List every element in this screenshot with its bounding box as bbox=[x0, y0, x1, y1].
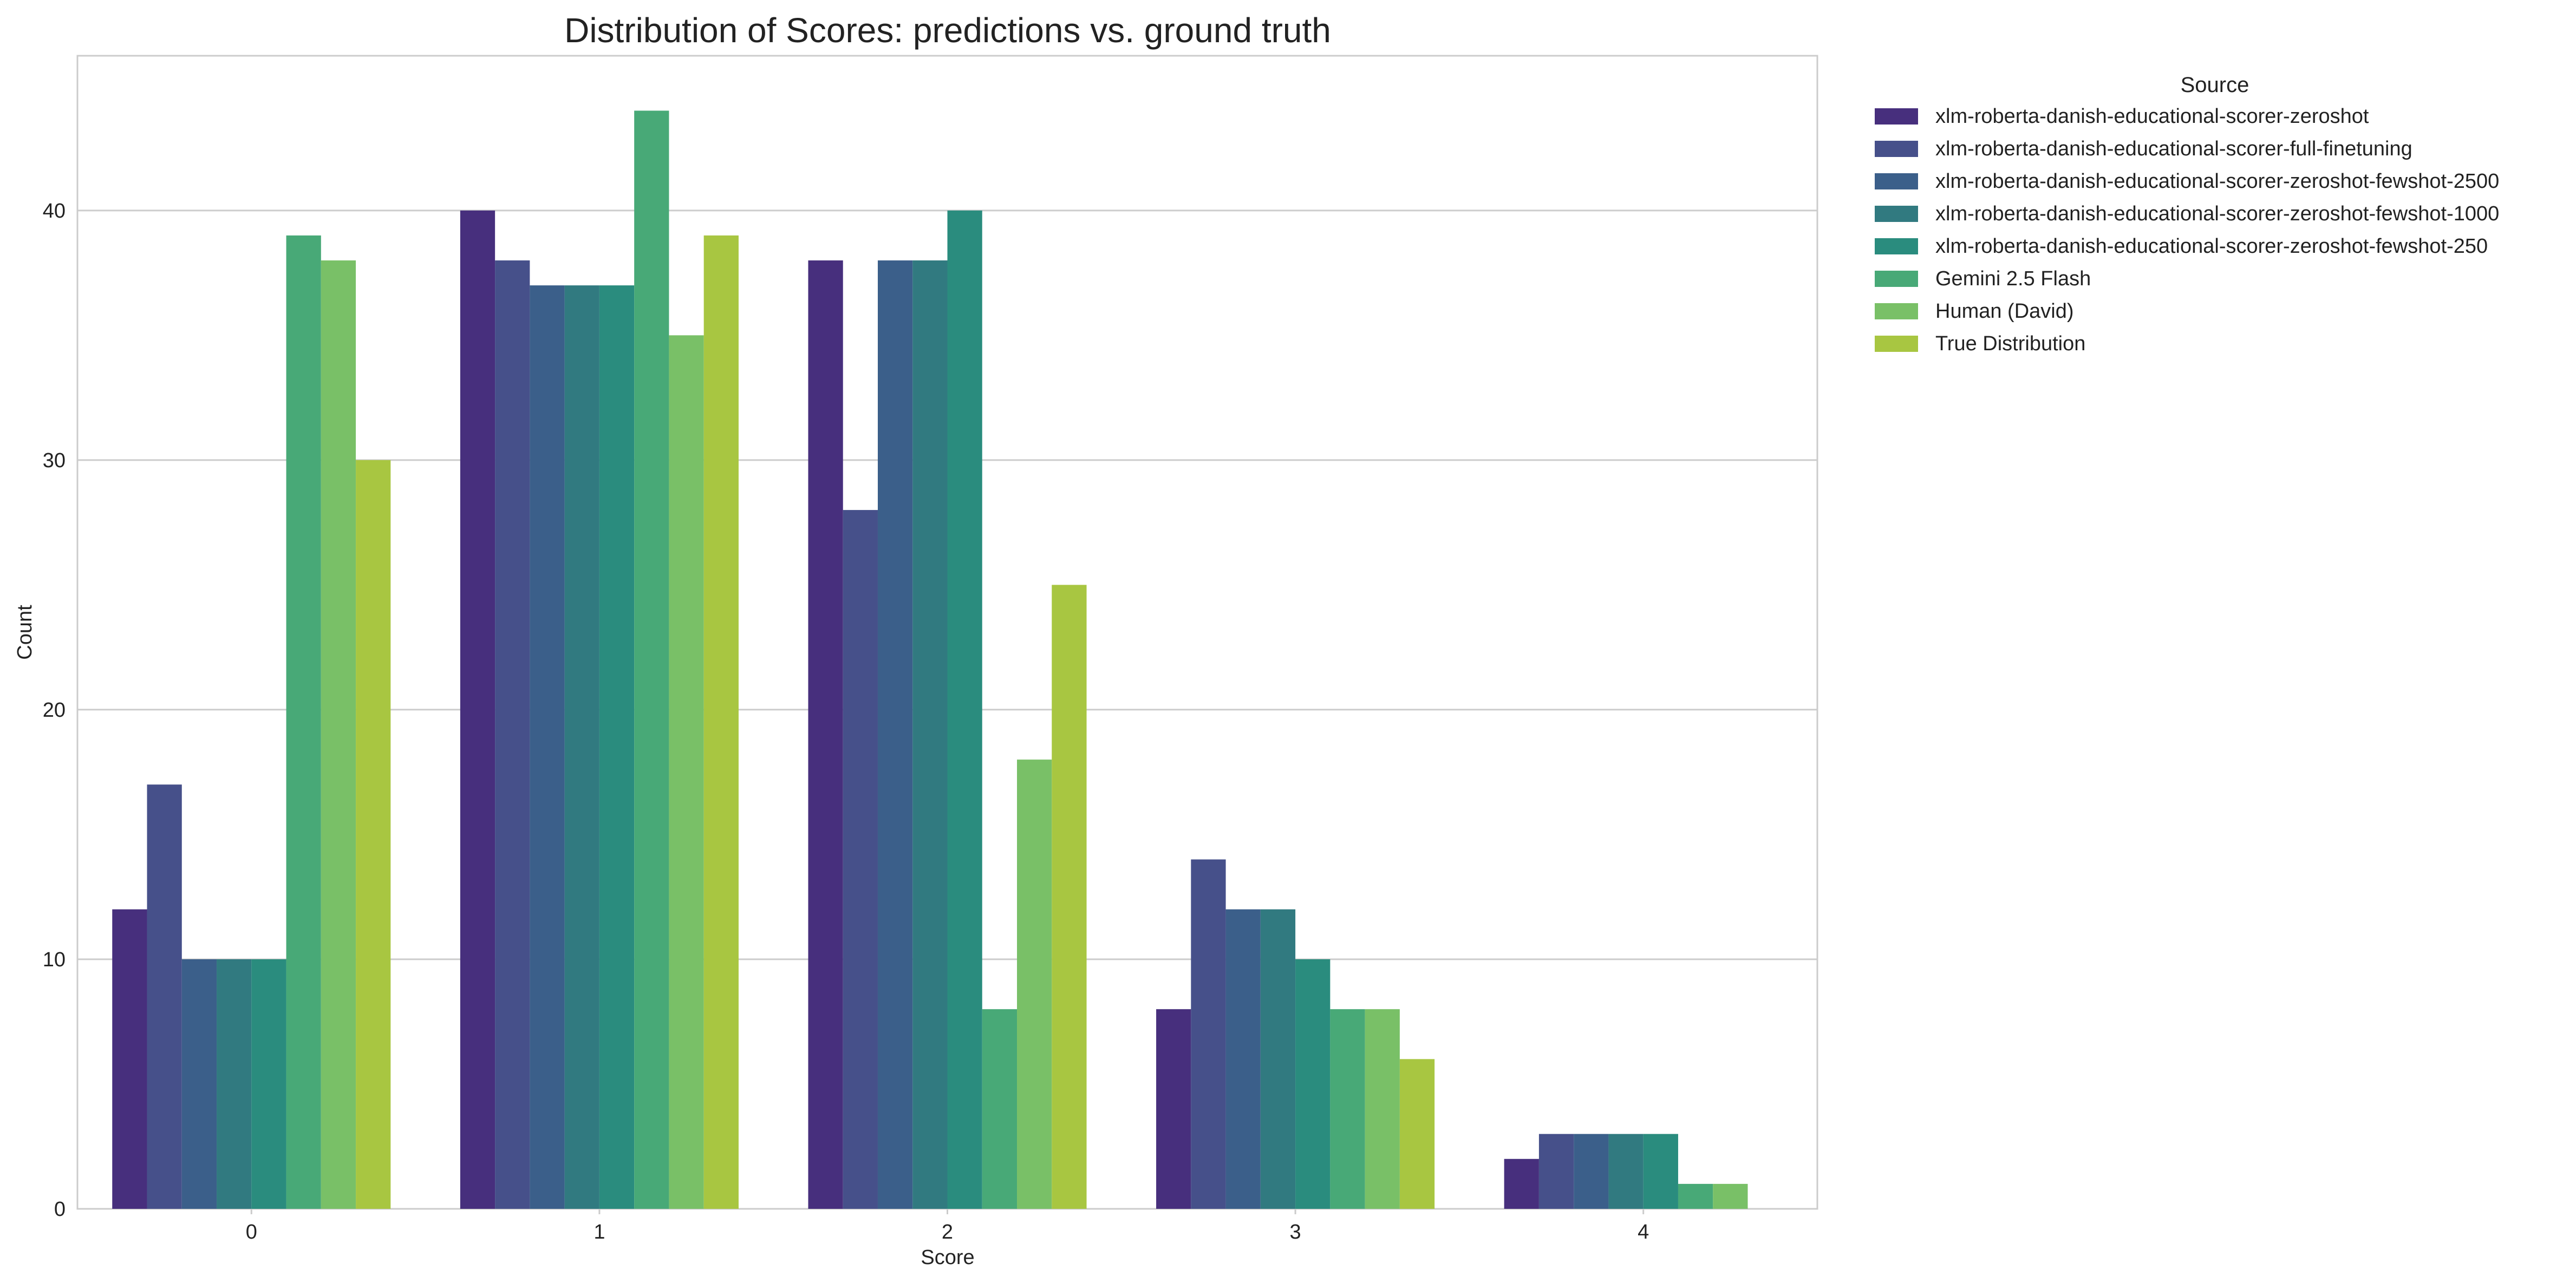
legend-swatch bbox=[1875, 206, 1918, 222]
bar bbox=[1052, 585, 1087, 1209]
bar bbox=[1713, 1183, 1748, 1209]
legend-swatch bbox=[1875, 238, 1918, 254]
bar bbox=[1574, 1134, 1609, 1209]
bar bbox=[112, 909, 147, 1209]
legend-label: xlm-roberta-danish-educational-scorer-ze… bbox=[1935, 202, 2499, 225]
x-tick-label: 1 bbox=[594, 1221, 605, 1243]
legend-label: True Distribution bbox=[1935, 332, 2085, 355]
bar bbox=[669, 335, 704, 1209]
y-tick-label: 40 bbox=[43, 200, 66, 222]
bar bbox=[1260, 909, 1296, 1209]
bar bbox=[181, 959, 217, 1209]
legend: Source xlm-roberta-danish-educational-sc… bbox=[1875, 73, 2499, 355]
bar bbox=[1643, 1134, 1678, 1209]
legend-swatch bbox=[1875, 271, 1918, 287]
y-tick-label: 10 bbox=[43, 948, 66, 971]
legend-swatch bbox=[1875, 303, 1918, 319]
bars bbox=[112, 110, 1748, 1209]
bar bbox=[1225, 909, 1261, 1209]
legend-label: xlm-roberta-danish-educational-scorer-ze… bbox=[1935, 105, 2369, 128]
bar bbox=[1295, 959, 1331, 1209]
bar bbox=[1608, 1134, 1644, 1209]
legend-title: Source bbox=[2181, 73, 2249, 97]
legend-label: Human (David) bbox=[1935, 300, 2074, 323]
chart-title: Distribution of Scores: predictions vs. … bbox=[564, 11, 1331, 50]
bar bbox=[1191, 859, 1226, 1209]
y-axis-label: Count bbox=[14, 605, 36, 660]
x-axis-ticks: 0 1 2 3 4 bbox=[246, 1209, 1649, 1243]
x-tick-label: 4 bbox=[1638, 1221, 1649, 1243]
bar bbox=[321, 260, 356, 1209]
bar bbox=[530, 285, 565, 1209]
x-tick-label: 3 bbox=[1290, 1221, 1301, 1243]
bar bbox=[1678, 1183, 1713, 1209]
bar bbox=[877, 260, 913, 1209]
bar bbox=[1330, 1009, 1365, 1209]
bar bbox=[1156, 1009, 1191, 1209]
legend-label: xlm-roberta-danish-educational-scorer-ze… bbox=[1935, 235, 2488, 258]
legend-swatch bbox=[1875, 141, 1918, 157]
bar bbox=[634, 110, 669, 1209]
legend-label: Gemini 2.5 Flash bbox=[1935, 267, 2091, 290]
bar bbox=[564, 285, 599, 1209]
bar bbox=[1538, 1134, 1574, 1209]
bar bbox=[1365, 1009, 1400, 1209]
legend-swatch bbox=[1875, 336, 1918, 352]
bar bbox=[251, 959, 286, 1209]
bar bbox=[356, 460, 391, 1209]
bar bbox=[947, 210, 982, 1209]
bar bbox=[808, 260, 843, 1209]
bar bbox=[982, 1009, 1018, 1209]
bar bbox=[1504, 1158, 1539, 1209]
y-tick-label: 0 bbox=[54, 1198, 66, 1221]
bar bbox=[912, 260, 948, 1209]
y-axis-ticks: 0 10 20 30 40 bbox=[43, 200, 66, 1221]
x-axis-label: Score bbox=[921, 1246, 974, 1269]
bar bbox=[286, 235, 321, 1209]
bar bbox=[460, 210, 495, 1209]
bar bbox=[599, 285, 635, 1209]
legend-swatch bbox=[1875, 173, 1918, 189]
legend-label: xlm-roberta-danish-educational-scorer-fu… bbox=[1935, 138, 2412, 160]
y-tick-label: 30 bbox=[43, 449, 66, 472]
legend-swatch bbox=[1875, 108, 1918, 125]
x-tick-label: 2 bbox=[942, 1221, 953, 1243]
bar bbox=[843, 510, 878, 1209]
bar bbox=[1399, 1059, 1435, 1209]
bar bbox=[217, 959, 252, 1209]
y-tick-label: 20 bbox=[43, 699, 66, 722]
bar bbox=[703, 235, 739, 1209]
bar bbox=[495, 260, 530, 1209]
x-tick-label: 0 bbox=[246, 1221, 257, 1243]
bar bbox=[1017, 760, 1052, 1209]
legend-label: xlm-roberta-danish-educational-scorer-ze… bbox=[1935, 170, 2499, 193]
bar bbox=[147, 784, 182, 1209]
